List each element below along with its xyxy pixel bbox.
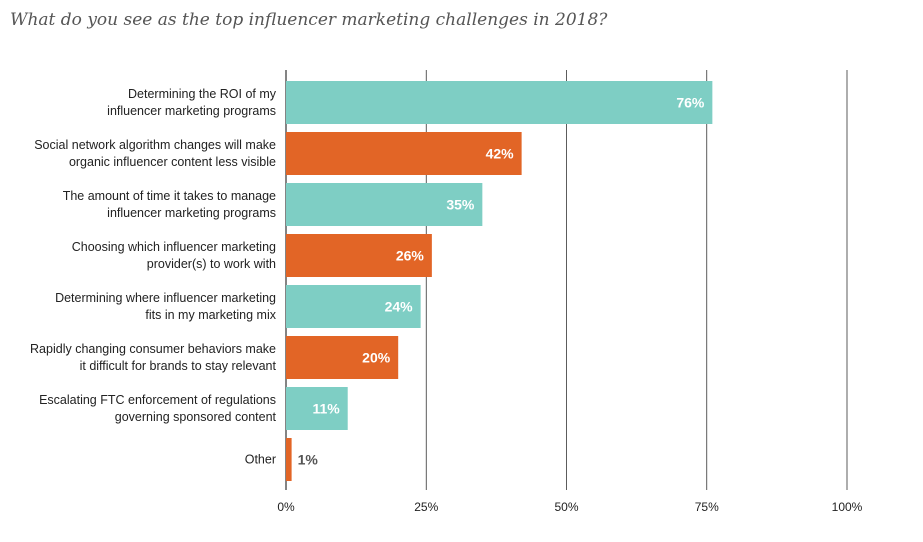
- data-label: 1%: [298, 452, 319, 468]
- category-label: The amount of time it takes to manage inf…: [63, 189, 276, 220]
- category-label: Escalating FTC enforcement of regulation…: [39, 393, 276, 424]
- category-label-line: Determining where influencer marketing: [55, 291, 276, 305]
- category-label-line: Social network algorithm changes will ma…: [34, 138, 276, 152]
- bar: [286, 81, 713, 124]
- x-tick-label: 50%: [554, 500, 578, 514]
- data-label: 76%: [676, 95, 705, 111]
- category-label-line: Choosing which influencer marketing: [72, 240, 276, 254]
- category-label-line: Determining the ROI of my: [128, 87, 277, 101]
- bar: [286, 285, 421, 328]
- category-label: Determining where influencer marketing fi…: [55, 291, 277, 322]
- category-label-line: Escalating FTC enforcement of regulation…: [39, 393, 276, 407]
- category-label-line: fits in my marketing mix: [145, 308, 276, 322]
- bar: [286, 387, 348, 430]
- data-label: 24%: [385, 299, 414, 315]
- data-label: 20%: [362, 350, 391, 366]
- category-label: Other: [245, 453, 276, 467]
- bar: [286, 183, 483, 226]
- chart-title: What do you see as the top influencer ma…: [10, 10, 608, 30]
- category-label-line: it difficult for brands to stay relevant: [80, 359, 277, 373]
- category-label-line: The amount of time it takes to manage: [63, 189, 276, 203]
- x-tick-label: 0%: [277, 500, 295, 514]
- category-label: Social network algorithm changes will ma…: [34, 138, 276, 169]
- category-label-line: provider(s) to work with: [147, 257, 276, 271]
- x-tick-label: 25%: [414, 500, 438, 514]
- category-label-line: influencer marketing programs: [107, 206, 276, 220]
- x-tick-label: 100%: [832, 500, 863, 514]
- x-tick-label: 75%: [695, 500, 719, 514]
- category-label: Rapidly changing consumer behaviors make…: [30, 342, 276, 373]
- data-label: 42%: [486, 146, 515, 162]
- data-label: 26%: [396, 248, 425, 264]
- category-label: Choosing which influencer marketing provi…: [72, 240, 276, 271]
- bar: [286, 234, 432, 277]
- data-label: 11%: [312, 401, 340, 417]
- category-label-line: organic influencer content less visible: [69, 155, 276, 169]
- data-label: 35%: [446, 197, 475, 213]
- bar: [286, 438, 292, 481]
- bar: [286, 336, 399, 379]
- category-label: Determining the ROI of my influencer mark…: [107, 87, 277, 118]
- category-label-line: influencer marketing programs: [107, 104, 276, 118]
- category-label-line: Rapidly changing consumer behaviors make: [30, 342, 276, 356]
- bar: [286, 132, 522, 175]
- category-label-line: Other: [245, 453, 276, 467]
- category-label-line: governing sponsored content: [115, 410, 277, 424]
